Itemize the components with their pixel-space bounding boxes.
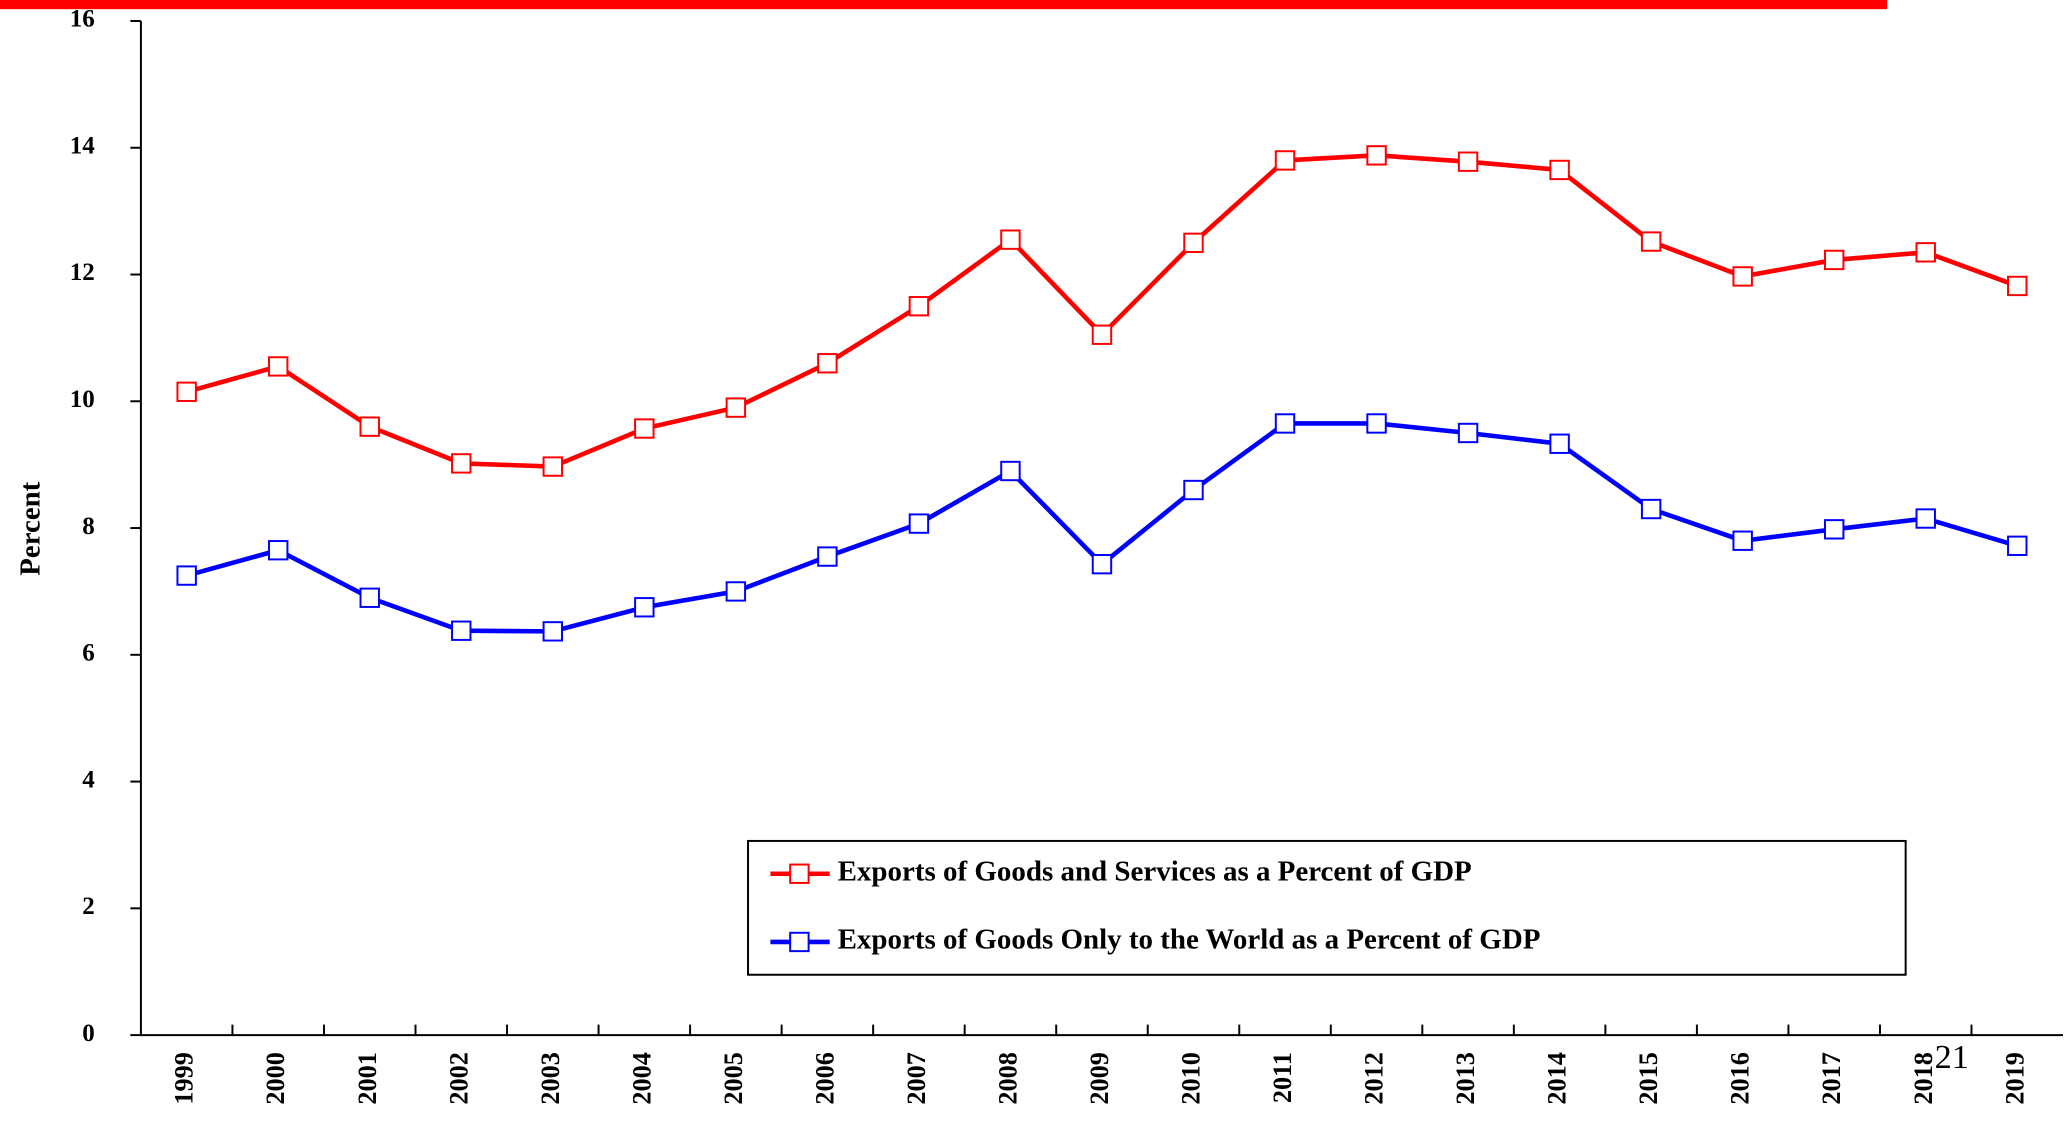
data-point [1274,413,1296,434]
x-tick-label: 2016 [1726,1052,1755,1104]
x-tick-label: 2012 [1360,1052,1389,1104]
y-tick-label: 14 [70,133,96,160]
data-point [1823,519,1845,540]
data-point [1366,145,1387,166]
data-point [725,397,747,418]
data-point [542,456,564,477]
y-axis-label: Percent [15,481,47,575]
x-tick-label: 2010 [1176,1052,1205,1104]
data-point [1549,159,1570,181]
x-tick-label: 2011 [1268,1052,1297,1103]
x-tick-label: 2000 [261,1052,290,1104]
y-tick-label: 6 [82,640,95,667]
data-point [359,587,380,608]
data-point [634,418,655,439]
data-point [2007,275,2028,297]
x-tick-label: 2014 [1543,1052,1572,1104]
data-point [908,513,930,534]
data-point [1366,413,1387,434]
data-point [1640,498,1662,520]
data-point [1732,530,1753,551]
data-point [359,416,380,437]
x-tick-label: 2005 [719,1052,748,1104]
data-point [268,540,289,561]
x-tick-label: 2003 [536,1052,565,1104]
data-point [1274,150,1296,171]
data-point [817,546,838,567]
legend-box [747,839,1907,976]
data-point [176,565,197,586]
x-tick-label: 2002 [444,1052,473,1104]
legend-label: Exports of Goods Only to the World as a … [838,924,1541,956]
y-tick-label: 0 [82,1020,95,1047]
data-point [1915,508,1936,529]
data-point [1915,242,1936,263]
data-point [2007,535,2028,556]
page-number: 21 [1935,1039,1969,1076]
y-tick-label: 8 [82,513,95,540]
data-point [1457,151,1479,172]
x-tick-label: 1999 [170,1052,199,1104]
data-point [908,296,930,317]
legend-label: Exports of Goods and Services as a Perce… [838,855,1472,887]
data-point [1000,229,1021,250]
data-point [1457,422,1479,444]
x-tick-label: 2006 [810,1052,839,1104]
x-tick-label: 2017 [1817,1052,1846,1104]
data-point [542,621,564,642]
data-point [634,597,655,618]
data-point [1640,231,1662,252]
y-tick-label: 2 [82,893,95,920]
x-tick-label: 2018 [1909,1052,1938,1104]
data-point [1183,232,1204,253]
data-point [176,381,197,402]
x-tick-label: 2019 [2000,1052,2029,1104]
y-tick-label: 10 [70,386,95,413]
y-tick-label: 4 [82,766,95,793]
x-tick-label: 2013 [1451,1052,1480,1104]
data-point [1183,479,1204,501]
x-tick-label: 2007 [902,1052,931,1104]
x-tick-label: 2008 [993,1052,1022,1104]
data-point [1091,324,1113,345]
data-point [268,356,289,377]
y-tick-label: 12 [70,259,95,286]
data-point [817,353,838,374]
data-point [1000,460,1021,482]
data-point [451,620,472,641]
header-bar [0,0,1888,10]
x-tick-label: 2004 [627,1052,656,1104]
legend-marker [789,931,810,953]
data-point [1549,433,1570,454]
data-point [451,453,472,474]
data-point [1732,266,1753,287]
x-tick-label: 2009 [1085,1052,1114,1104]
data-point [1091,554,1113,575]
legend-marker [789,863,810,884]
data-point [1823,249,1845,271]
x-tick-label: 2015 [1634,1052,1663,1104]
data-point [725,581,747,602]
x-tick-label: 2001 [353,1052,382,1104]
y-tick-label: 16 [70,6,95,33]
series-line [186,153,2019,469]
